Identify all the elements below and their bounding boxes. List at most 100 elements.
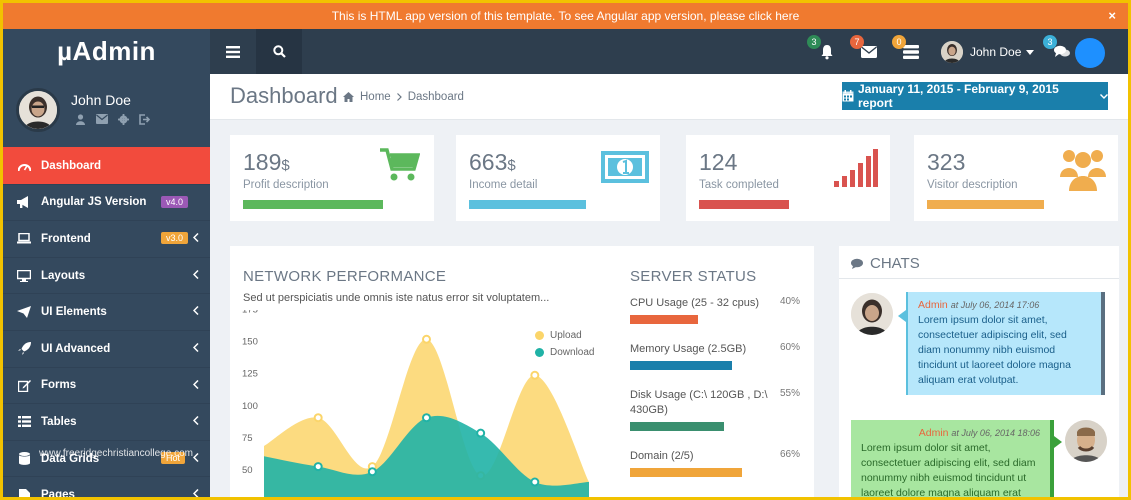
chats-title: CHATS [870,255,920,272]
breadcrumb-home[interactable]: Home [360,91,391,103]
data-point-upload[interactable] [313,413,323,423]
bell-icon [821,45,833,60]
server-status-row: Memory Usage (2.5GB) 60% [630,342,802,370]
caret-down-icon [1026,49,1035,55]
user-menu[interactable]: John Doe [941,39,1035,65]
banner-text[interactable]: This is HTML app version of this templat… [331,9,800,23]
desktop-icon [17,269,31,283]
envelope-icon [861,46,877,58]
message-author[interactable]: Admin [918,299,948,311]
envelope-icon[interactable] [96,114,108,124]
y-tick-label: 150 [242,337,258,348]
edit-icon [17,378,31,392]
data-point-upload[interactable] [422,334,431,344]
stat-card-income[interactable]: 663$ Income detail [456,135,660,221]
top-header: µAdmin 3 7 0 John Doe 3 [3,29,1128,74]
stat-card-visitors[interactable]: 323 Visitor description [914,135,1118,221]
sign-out-icon[interactable] [139,114,150,125]
sidebar-item-layouts[interactable]: Layouts [3,256,210,294]
chevron-left-icon [193,342,199,352]
stat-progress-bar [243,200,383,209]
sidebar-avatar[interactable] [16,88,60,132]
tasks-icon [903,45,919,59]
user-avatar-icon [1065,420,1107,462]
stat-card-tasks[interactable]: 124 Task completed [686,135,890,221]
file-icon [17,488,31,497]
data-point-download[interactable] [530,477,540,487]
menu-toggle-button[interactable] [210,29,256,74]
chevron-left-icon [193,379,199,389]
gear-icon[interactable] [118,114,129,125]
envelope-badge: 7 [850,35,864,49]
chevron-left-icon [193,306,199,316]
sidebar-item-label: Tables [41,415,77,428]
network-chart[interactable]: 175 150 125 100 75 50 [234,310,594,497]
data-point-download[interactable] [367,467,377,477]
users-icon [1060,150,1106,191]
stat-progress-bar [927,200,1044,209]
data-point-download[interactable] [422,413,431,423]
bubble-arrow [1054,436,1062,448]
laptop-icon [17,232,31,246]
header-user-name[interactable]: John Doe [970,45,1022,59]
notification-tasks[interactable]: 0 [892,35,924,63]
rocket-icon [17,342,31,356]
chat-badge: 3 [1043,35,1057,49]
chat-message-incoming: Admin at July 06, 2014 17:06 Lorem ipsum… [906,292,1105,395]
chevron-left-icon [193,452,199,462]
breadcrumb-current: Dashboard [407,91,464,103]
sidebar-item-tables[interactable]: Tables [3,403,210,440]
sidebar-item-ui-elements[interactable]: UI Elements [3,293,210,330]
chat-toggle[interactable]: 3 [1043,35,1075,63]
sidebar-item-label: Frontend [41,232,91,245]
notification-messages[interactable]: 7 [850,35,882,63]
data-point-download[interactable] [476,428,486,438]
signal-icon [834,149,878,187]
sidebar-item-dashboard[interactable]: Dashboard [3,147,210,184]
message-time: at July 06, 2014 17:06 [950,300,1040,310]
server-status-row: CPU Usage (25 - 32 cpus) 40% [630,296,802,324]
user-icon[interactable] [75,114,86,125]
status-indicator[interactable] [1075,38,1105,68]
message-text: Lorem ipsum dolor sit amet, consectetuer… [861,442,1036,497]
bullhorn-icon [17,195,31,209]
server-status-bar [630,468,742,477]
data-point-download[interactable] [313,462,323,472]
server-status-label: Memory Usage (2.5GB) [630,343,747,355]
chevron-left-icon [193,416,199,426]
data-point-upload[interactable] [530,370,540,380]
search-button[interactable] [256,29,302,74]
chevron-left-icon [193,489,199,497]
sidebar-item-data-grids[interactable]: Data Grids Hot [3,439,210,477]
notification-bell[interactable]: 3 [807,35,839,63]
server-title: SERVER STATUS [630,268,757,285]
sidebar-item-frontend[interactable]: Frontend v3.0 [3,220,210,257]
legend-download: Download [535,347,594,358]
announcement-banner[interactable]: This is HTML app version of this templat… [3,3,1128,29]
server-status-bar [630,422,724,431]
server-status-bar [630,315,698,324]
chevron-left-icon [193,269,199,279]
chats-panel: CHATS Admin at July 06, 2014 17:06 Lorem… [839,246,1119,497]
stat-card-profit[interactable]: 189$ Profit description [230,135,434,221]
banner-close-icon[interactable]: × [1108,8,1116,23]
user-avatar-icon [851,293,893,335]
message-time: at July 06, 2014 18:06 [951,428,1040,438]
network-subtitle: Sed ut perspiciatis unde omnis iste natu… [243,292,550,304]
brand-logo[interactable]: µAdmin [3,29,210,74]
comments-icon [851,258,863,269]
main-content: Dashboard Home Dashboard January 11, 201… [210,74,1128,497]
sidebar-item-ui-advanced[interactable]: UI Advanced [3,329,210,367]
sidebar-item-forms[interactable]: Forms [3,366,210,404]
money-icon [601,151,649,183]
version-badge: v4.0 [161,195,189,208]
message-author[interactable]: Admin [918,427,949,439]
dashboard-icon [17,159,31,173]
sidebar-item-pages[interactable]: Pages [3,476,210,497]
list-icon [17,415,31,429]
sidebar-item-angular-js-version[interactable]: Angular JS Version v4.0 [3,183,210,221]
report-range-button[interactable]: January 11, 2015 - February 9, 2015 repo… [842,82,1108,110]
sidebar-item-label: Layouts [41,269,86,282]
y-tick-label: 50 [242,465,253,476]
sidebar-user-name: John Doe [71,92,131,108]
